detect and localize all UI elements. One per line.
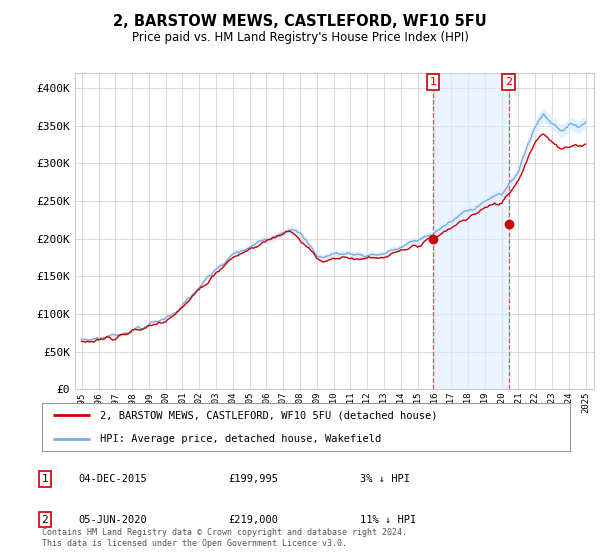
Text: 11% ↓ HPI: 11% ↓ HPI [360,515,416,525]
Bar [433,73,509,389]
Text: 3% ↓ HPI: 3% ↓ HPI [360,474,410,484]
Text: £219,000: £219,000 [228,515,278,525]
Text: £199,995: £199,995 [228,474,278,484]
Text: 2, BARSTOW MEWS, CASTLEFORD, WF10 5FU (detached house): 2, BARSTOW MEWS, CASTLEFORD, WF10 5FU (d… [100,410,437,420]
Text: 2: 2 [505,77,512,87]
Text: 1: 1 [430,77,437,87]
Text: HPI: Average price, detached house, Wakefield: HPI: Average price, detached house, Wake… [100,434,382,444]
Text: Price paid vs. HM Land Registry's House Price Index (HPI): Price paid vs. HM Land Registry's House … [131,31,469,44]
Text: 2: 2 [41,515,49,525]
Text: 1: 1 [41,474,49,484]
Text: 05-JUN-2020: 05-JUN-2020 [78,515,147,525]
Text: 2, BARSTOW MEWS, CASTLEFORD, WF10 5FU: 2, BARSTOW MEWS, CASTLEFORD, WF10 5FU [113,14,487,29]
Text: Contains HM Land Registry data © Crown copyright and database right 2024.
This d: Contains HM Land Registry data © Crown c… [42,528,407,548]
Text: 04-DEC-2015: 04-DEC-2015 [78,474,147,484]
